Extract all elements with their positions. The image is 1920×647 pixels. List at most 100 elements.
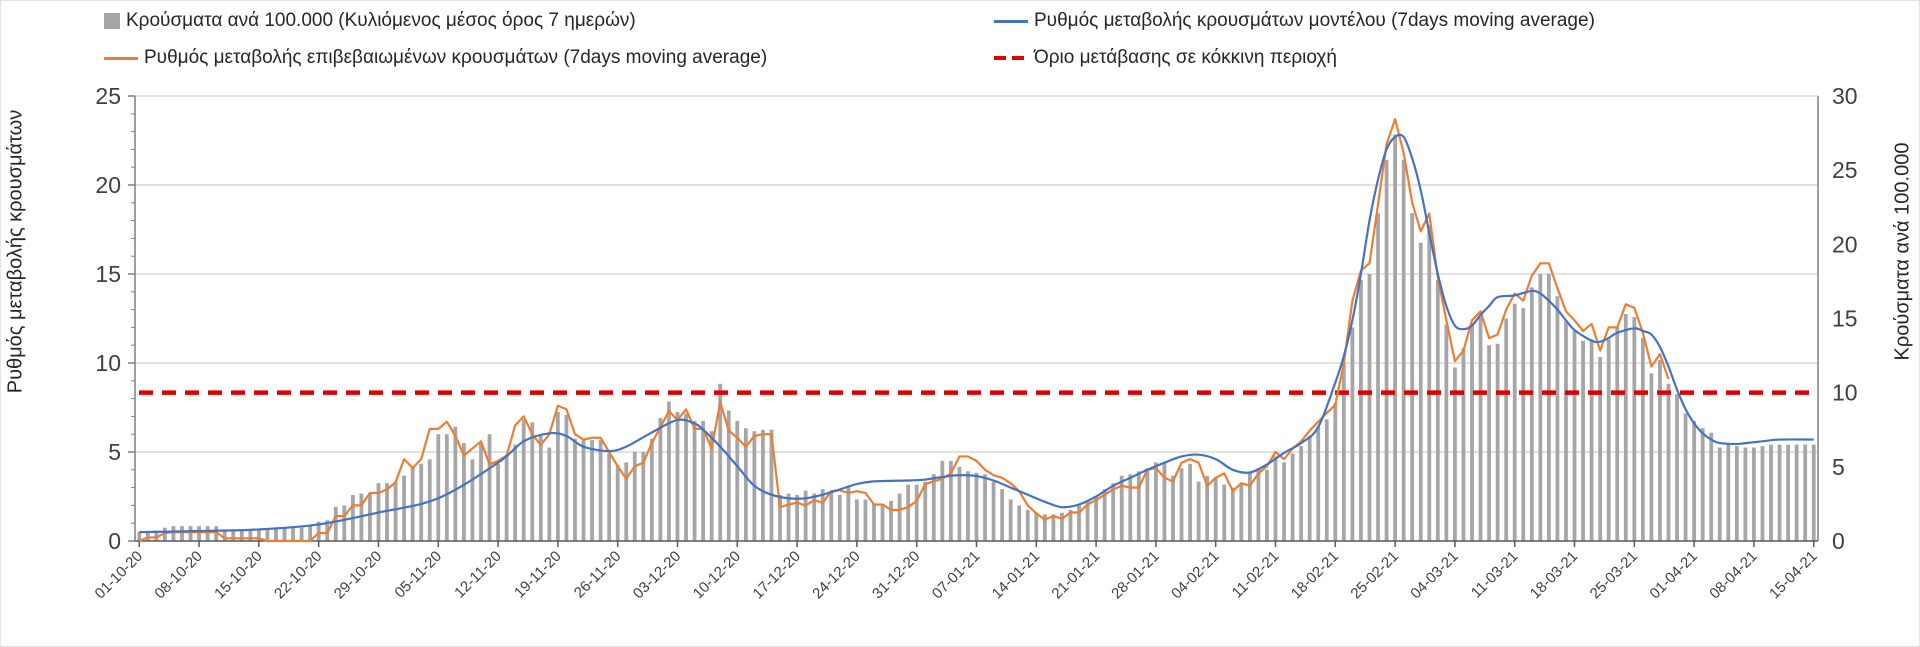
bar-cases-day-193: [1786, 444, 1790, 541]
bar-cases-day-71: [743, 428, 748, 541]
bar-cases-day-161: [1512, 303, 1517, 541]
bar-cases-day-129: [1239, 483, 1244, 541]
x-tick-label: 04-02-21: [1168, 548, 1222, 602]
x-tick-label: 11-03-21: [1468, 548, 1522, 602]
bar-cases-day-11: [231, 530, 236, 541]
bar-cases-day-78: [803, 490, 808, 541]
bar-cases-day-191: [1769, 444, 1773, 541]
legend-swatch-bars: [104, 13, 120, 29]
right-tick-label: 10: [1832, 380, 1858, 406]
bar-cases-day-186: [1726, 444, 1731, 541]
bar-cases-day-174: [1623, 314, 1628, 541]
bar-cases-day-152: [1435, 279, 1440, 541]
legend-label-cases: Κρούσματα ανά 100.000 (Κυλιόμενος μέσος …: [126, 10, 636, 31]
bar-cases-day-113: [1102, 489, 1107, 541]
bar-cases-day-182: [1692, 420, 1697, 541]
bar-cases-day-64: [684, 413, 688, 541]
bar-cases-day-50: [564, 414, 569, 541]
bar-cases-day-127: [1222, 484, 1227, 541]
bar-cases-day-80: [820, 489, 825, 541]
left-tick-label: 15: [95, 261, 121, 287]
bar-cases-day-96: [957, 466, 962, 541]
bar-cases-day-141: [1341, 363, 1346, 541]
bar-cases-day-187: [1734, 446, 1739, 541]
bar-cases-day-67: [709, 431, 714, 541]
x-tick-label: 11-02-21: [1229, 548, 1283, 602]
bar-cases-day-58: [632, 452, 637, 541]
bar-cases-day-52: [581, 440, 586, 541]
bar-cases-day-128: [1230, 487, 1235, 541]
bar-cases-day-138: [1316, 426, 1321, 541]
bar-cases-day-76: [786, 493, 791, 541]
x-tick-label: 07-01-21: [929, 548, 983, 602]
bar-cases-day-38: [462, 443, 466, 541]
bar-cases-day-147: [1393, 134, 1398, 542]
model-rate-line: [139, 133, 1814, 534]
x-tick-label: 04-03-21: [1407, 548, 1461, 602]
x-tick-label: 12-11-20: [451, 548, 505, 602]
bar-cases-day-27: [368, 493, 372, 541]
bar-cases-day-109: [1068, 509, 1073, 541]
bar-cases-day-32: [410, 466, 415, 541]
bar-cases-day-143: [1359, 279, 1363, 541]
bar-cases-day-83: [846, 486, 851, 541]
x-tick-label: 25-02-21: [1347, 548, 1401, 602]
bar-cases-day-131: [1256, 468, 1261, 541]
x-tick-label: 14-01-21: [989, 548, 1043, 602]
bar-cases-day-74: [769, 429, 774, 541]
bar-cases-day-62: [667, 401, 671, 541]
bar-cases-day-14: [256, 529, 261, 541]
bar-cases-day-114: [1111, 483, 1116, 541]
x-tick-label: 31-12-20: [869, 548, 923, 602]
bar-cases-day-194: [1794, 444, 1799, 541]
bar-cases-day-170: [1589, 339, 1594, 541]
x-tick-label: 18-02-21: [1288, 548, 1342, 602]
x-tick-label: 08-10-20: [151, 548, 205, 602]
bar-cases-day-123: [1188, 463, 1192, 541]
right-tick-label: 30: [1832, 83, 1858, 109]
bar-cases-day-7: [197, 526, 201, 541]
bar-cases-day-135: [1290, 453, 1295, 541]
bar-cases-day-94: [940, 460, 945, 541]
legend-item-model: Ρυθμός μεταβολής κρουσμάτων μοντέλου (7d…: [994, 10, 1595, 32]
bar-cases-day-108: [1060, 512, 1064, 541]
x-tick-label: 26-11-20: [571, 548, 625, 602]
bar-cases-day-75: [778, 495, 782, 541]
bar-cases-day-45: [521, 419, 526, 541]
bar-cases-day-110: [1077, 505, 1081, 541]
bar-cases-day-19: [299, 527, 304, 541]
bar-cases-day-173: [1615, 327, 1620, 541]
bar-cases-day-196: [1811, 444, 1816, 541]
bar-cases-day-86: [872, 503, 876, 541]
bar-cases-day-167: [1564, 321, 1568, 541]
x-tick-label: 10-12-20: [690, 548, 744, 602]
bar-cases-day-8: [205, 526, 210, 541]
bar-cases-day-155: [1461, 348, 1466, 541]
x-tick-label: 01-04-21: [1646, 548, 1700, 602]
bar-cases-day-157: [1478, 317, 1483, 541]
bar-cases-day-119: [1154, 462, 1158, 541]
bar-cases-day-184: [1709, 432, 1714, 541]
legend-label-threshold: Όριο μετάβασης σε κόκκινη περιοχή: [1034, 47, 1337, 68]
x-tick-label: 05-11-20: [391, 548, 445, 602]
bar-cases-day-158: [1487, 345, 1491, 541]
bar-cases-day-23: [333, 506, 338, 541]
bar-cases-day-89: [897, 493, 902, 541]
bar-cases-day-181: [1683, 413, 1688, 541]
bar-cases-day-125: [1205, 475, 1210, 541]
legend-swatch-model: [994, 19, 1028, 23]
bar-cases-day-139: [1324, 419, 1329, 541]
bar-cases-day-46: [530, 422, 535, 541]
bar-cases-day-162: [1521, 308, 1526, 541]
bar-cases-day-88: [889, 500, 893, 541]
bar-cases-day-48: [547, 447, 552, 541]
bar-cases-day-36: [444, 434, 449, 541]
bar-cases-day-79: [812, 493, 817, 541]
x-tick-label: 28-01-21: [1108, 548, 1162, 602]
bar-cases-day-55: [607, 453, 612, 541]
bar-cases-day-137: [1307, 435, 1312, 541]
bar-cases-day-17: [282, 527, 287, 541]
bar-cases-day-145: [1376, 213, 1380, 541]
bar-cases-day-5: [180, 526, 184, 541]
